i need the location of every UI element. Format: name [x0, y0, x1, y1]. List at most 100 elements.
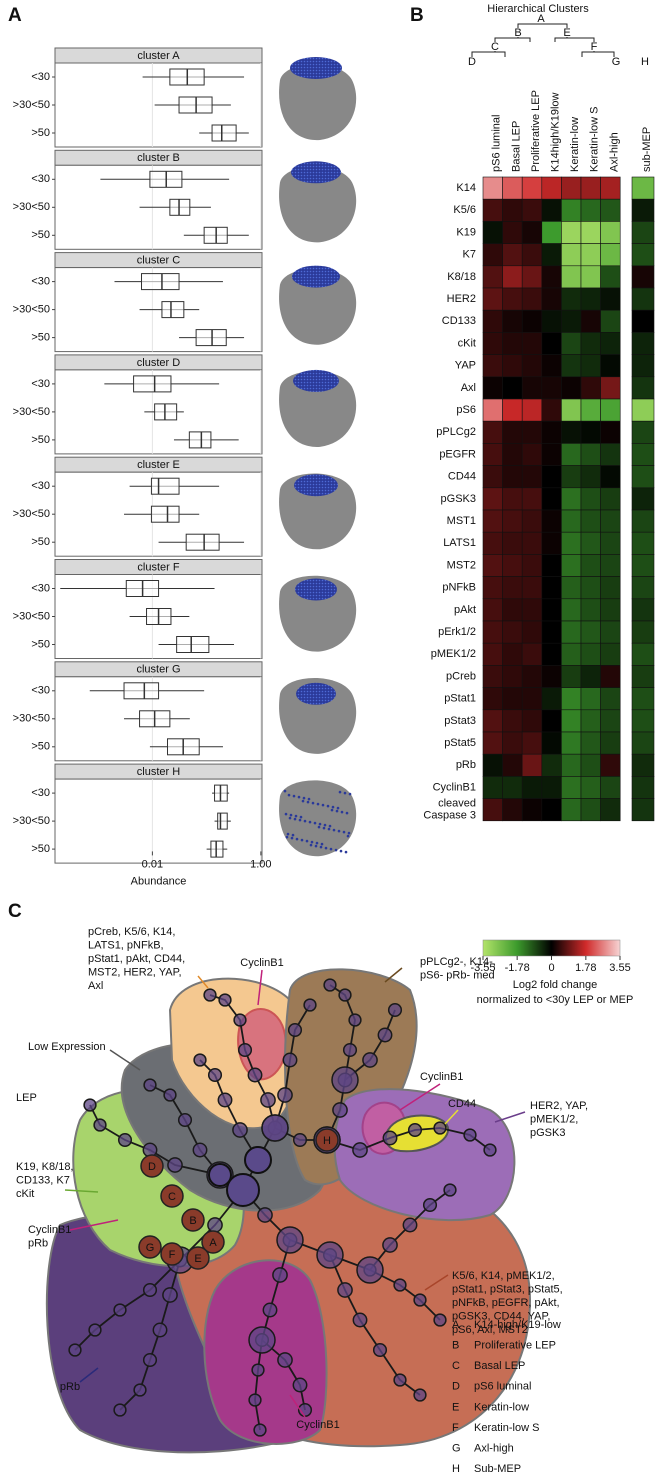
annotation: pStat1, pAkt, CD44, [88, 953, 185, 965]
tree-node [433, 1313, 447, 1327]
tumour-dot [313, 821, 317, 825]
heatmap-cell [631, 198, 655, 222]
heatmap-cell [561, 221, 582, 244]
group-label: >30<50 [13, 713, 50, 725]
heatmap-cell [631, 398, 655, 422]
cluster-node [138, 1235, 162, 1259]
dendrogram-label: H [641, 56, 649, 68]
dendrogram-label: C [491, 41, 499, 53]
heatmap-cell [600, 398, 621, 422]
tree-node [276, 1226, 304, 1254]
legend-key: E [452, 1401, 459, 1413]
heatmap-cell [502, 487, 523, 511]
heatmap-cell [482, 798, 503, 822]
row-label: cKit [458, 337, 476, 349]
annotation: LATS1, pNFkB, [88, 939, 164, 951]
heatmap-cell [502, 598, 523, 622]
facet-title: cluster F [137, 561, 179, 573]
heatmap-cell [631, 642, 655, 666]
heatmap-cell [502, 509, 523, 533]
heatmap-cell [521, 642, 543, 666]
heatmap-cell [502, 221, 523, 244]
heatmap-cell [561, 620, 582, 644]
tumour-dot [297, 795, 301, 799]
tree-node [377, 1027, 393, 1043]
heatmap-cell [502, 709, 523, 733]
heatmap-cell [561, 376, 582, 400]
row-label: pRb [456, 759, 476, 771]
group-label: <30 [31, 378, 50, 390]
box [150, 505, 180, 523]
tumour-dot [347, 831, 351, 835]
annotation: Low Expression [28, 1041, 106, 1053]
heatmap-cell [502, 776, 523, 799]
tumour-dot [329, 847, 333, 851]
heatmap-cell [600, 487, 621, 511]
heatmap-cell [482, 198, 503, 222]
heatmap-cell [561, 243, 582, 267]
heatmap-cell [482, 687, 503, 711]
tumour-dot [314, 844, 318, 848]
group-label: <30 [31, 685, 50, 697]
row-label: Axl [461, 382, 476, 394]
heatmap-cell [580, 332, 601, 355]
heatmap-cell [631, 620, 655, 644]
tumour-map [279, 371, 357, 448]
facet-title: cluster B [137, 152, 180, 164]
column-label: Proliferative LEP [530, 90, 542, 172]
heatmap-cell [580, 531, 601, 555]
annotation: pStat1, pStat3, pStat5, [452, 1283, 563, 1295]
heatmap-cell [600, 576, 621, 600]
facet-title: cluster C [137, 255, 180, 267]
heatmap-cell [521, 443, 543, 466]
heatmap-cell [561, 398, 582, 422]
row-label: pMEK1/2 [431, 648, 476, 660]
heatmap-cell [521, 221, 543, 244]
row-label: YAP [455, 360, 476, 372]
row-label: CD133 [442, 315, 476, 327]
tree-node [207, 1067, 223, 1083]
heatmap-cell [482, 576, 503, 600]
heatmap-cell [521, 554, 543, 577]
heatmap-cell [502, 243, 523, 267]
annotation: CyclinB1 [28, 1224, 71, 1236]
row-label: pStat1 [444, 693, 476, 705]
heatmap-cell [502, 398, 523, 422]
tumour-dot [345, 811, 349, 815]
tumour-dot [303, 819, 307, 823]
tree-node [407, 1122, 423, 1138]
heatmap-cell [521, 531, 543, 555]
heatmap-cell [600, 198, 621, 222]
heatmap-cell [600, 776, 621, 799]
group-label: <30 [31, 276, 50, 288]
dendrogram-label: G [612, 56, 621, 68]
tree-node [162, 1287, 178, 1303]
group-label: >30<50 [13, 406, 50, 418]
heatmap-cell [600, 265, 621, 289]
heatmap-cell [541, 332, 562, 355]
heatmap-cell [541, 465, 562, 489]
heatmap-cell [631, 332, 655, 355]
heatmap-title: Hierarchical Clusters [487, 3, 589, 15]
heatmap-cell [561, 420, 582, 444]
heatmap-cell [541, 176, 562, 200]
heatmap-cell [600, 620, 621, 644]
tumour-dot [294, 814, 298, 818]
tumour-dot [320, 842, 324, 846]
dendrogram-label: D [468, 56, 476, 68]
tumour-dot [346, 834, 350, 838]
box [150, 477, 180, 495]
annotation: pPLCg2-, K14-, [420, 956, 496, 968]
heatmap-cell [521, 509, 543, 533]
heatmap-cell [541, 776, 562, 799]
annotation: pNFkB, pEGFR, pAkt, [452, 1297, 560, 1309]
tree-node [251, 1363, 265, 1377]
tumour-dot [285, 835, 289, 839]
heatmap-cell [600, 642, 621, 666]
heatmap-cell [521, 598, 543, 622]
tumour-dot [283, 789, 287, 793]
tree-node [272, 1267, 288, 1283]
box [188, 431, 212, 449]
tree-node [177, 1112, 193, 1128]
facet-title: cluster H [137, 766, 180, 778]
